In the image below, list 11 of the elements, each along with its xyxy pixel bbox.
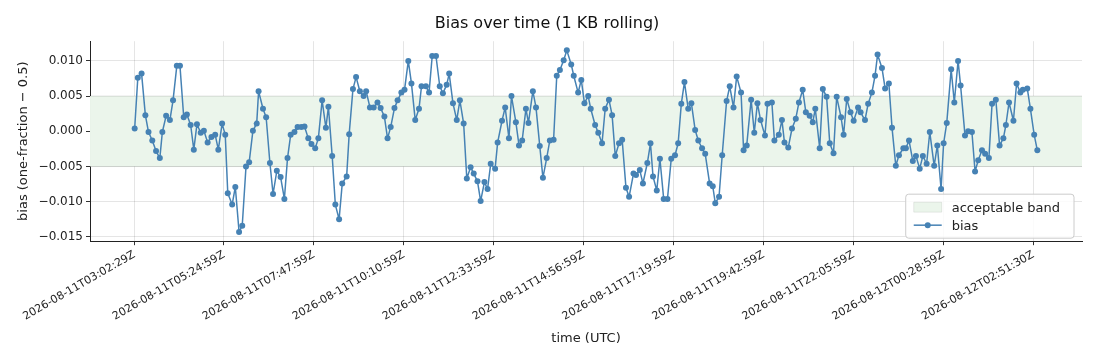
y-tick-label: 0.000 [48, 123, 84, 138]
y-axis-title: bias (one-fraction − 0.5) [15, 61, 31, 221]
chart-title: Bias over time (1 KB rolling) [434, 12, 660, 32]
legend-label: bias [951, 217, 979, 233]
y-tick-label: −0.015 [38, 229, 84, 244]
y-tick-label: −0.005 [38, 158, 84, 173]
legend-label: acceptable band [951, 199, 1060, 215]
y-tick-label: −0.010 [38, 193, 84, 208]
y-tick-label: 0.010 [48, 53, 84, 68]
x-axis-title: time (UTC) [551, 329, 621, 345]
y-tick-label: 0.005 [48, 88, 84, 103]
